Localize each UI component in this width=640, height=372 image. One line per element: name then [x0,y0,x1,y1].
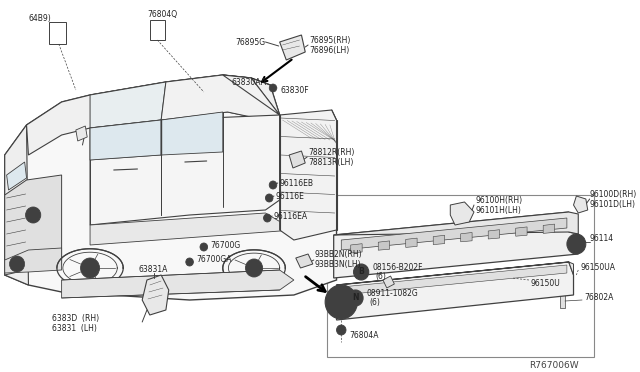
Circle shape [266,194,273,202]
Bar [332,170,337,180]
Polygon shape [90,213,294,245]
Text: B: B [358,267,364,276]
Polygon shape [161,75,280,120]
Polygon shape [26,75,280,155]
Text: 96150UA: 96150UA [580,263,615,273]
Text: 6383D  (RH): 6383D (RH) [52,314,99,323]
Polygon shape [516,227,527,236]
Polygon shape [573,196,588,213]
Text: 96101H(LH): 96101H(LH) [476,205,522,215]
Polygon shape [543,224,555,233]
Polygon shape [90,115,280,225]
Polygon shape [76,126,87,141]
Text: N: N [352,294,359,302]
Text: 76700G: 76700G [211,241,241,250]
Text: 93BB3N(LH): 93BB3N(LH) [315,260,362,269]
Text: (6): (6) [376,273,387,282]
Circle shape [337,325,346,335]
Polygon shape [4,75,337,300]
Text: 76804Q: 76804Q [147,10,177,19]
Text: 96116EB: 96116EB [280,179,314,187]
Circle shape [10,256,25,272]
Polygon shape [289,151,305,168]
Polygon shape [333,212,579,278]
Bar [560,294,565,308]
Circle shape [353,264,369,280]
Text: 96116EA: 96116EA [274,212,308,221]
Bar [332,150,337,160]
Polygon shape [378,241,390,250]
Text: 96116E: 96116E [276,192,305,201]
Polygon shape [337,262,573,285]
Text: (6): (6) [370,298,381,308]
Text: 64B9): 64B9) [28,13,51,22]
Circle shape [200,243,207,251]
Polygon shape [223,75,337,240]
Bar [150,20,165,40]
Circle shape [269,181,277,189]
Text: 96100D(RH): 96100D(RH) [589,189,637,199]
Bar [327,195,595,357]
Text: 76804A: 76804A [349,331,378,340]
Polygon shape [451,202,474,225]
Polygon shape [433,235,445,245]
Polygon shape [4,175,61,275]
Circle shape [269,84,277,92]
Text: 96150U: 96150U [531,279,561,288]
Polygon shape [383,276,394,288]
Polygon shape [4,248,61,273]
Text: 96114: 96114 [589,234,614,243]
Bar [332,130,337,140]
Circle shape [186,258,193,266]
Polygon shape [142,275,169,315]
Polygon shape [337,262,573,320]
Bar [49,22,67,44]
Text: 76802A: 76802A [584,294,613,302]
Text: 76895(RH): 76895(RH) [309,35,351,45]
Text: 78813R(LH): 78813R(LH) [308,157,353,167]
Circle shape [81,258,100,278]
Polygon shape [333,212,579,235]
Polygon shape [406,238,417,247]
Bar [112,168,132,173]
Polygon shape [341,265,567,295]
Circle shape [325,285,357,319]
Polygon shape [90,82,166,128]
Circle shape [26,207,41,223]
Circle shape [567,234,586,254]
Bar [332,190,337,200]
Polygon shape [161,112,223,155]
Text: 76700GA: 76700GA [196,256,232,264]
Polygon shape [61,270,294,298]
Polygon shape [90,120,161,160]
Text: 96101D(LH): 96101D(LH) [589,199,636,208]
Circle shape [332,292,351,312]
Circle shape [264,214,271,222]
Circle shape [348,290,363,306]
Circle shape [337,297,346,307]
Bar [183,160,204,165]
Text: 96100H(RH): 96100H(RH) [476,196,523,205]
Circle shape [246,259,262,277]
Polygon shape [461,232,472,242]
Bar [332,210,337,220]
Polygon shape [6,162,26,190]
Text: 63831  (LH): 63831 (LH) [52,324,97,333]
Text: 08156-B202F: 08156-B202F [372,263,423,273]
Text: 63830AA: 63830AA [231,77,266,87]
Polygon shape [4,125,28,285]
Polygon shape [351,244,362,253]
Polygon shape [488,230,500,239]
Text: 76896(LH): 76896(LH) [309,45,349,55]
Polygon shape [341,218,567,250]
Text: R767006W: R767006W [529,360,579,369]
Polygon shape [280,35,305,60]
Text: 76895G: 76895G [235,38,265,46]
Text: 93BB2N(RH): 93BB2N(RH) [315,250,362,260]
Text: 63830F: 63830F [280,86,309,94]
Polygon shape [296,254,313,268]
Text: 08911-1082G: 08911-1082G [367,289,419,298]
Text: 63831A: 63831A [139,266,168,275]
Text: 78812R(RH): 78812R(RH) [308,148,355,157]
